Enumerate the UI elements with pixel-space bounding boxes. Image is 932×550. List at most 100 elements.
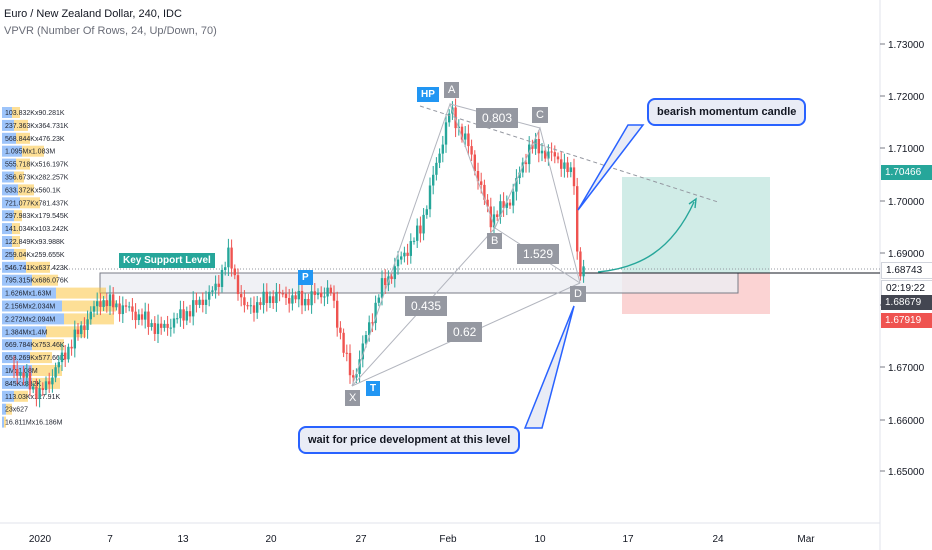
candle-body [89, 311, 92, 320]
callout-price-development[interactable]: wait for price development at this level [298, 426, 521, 454]
vp-up-bar [2, 339, 32, 351]
candle-body [556, 156, 560, 160]
candle-body [307, 298, 310, 306]
key-support-zone[interactable] [99, 272, 739, 294]
candle-body [515, 178, 518, 192]
vp-row-label: 2.272Mx2.094M [5, 316, 55, 323]
candle-body [86, 319, 89, 330]
time-tick-label: 20 [265, 534, 277, 545]
candle-body [582, 266, 585, 277]
candle-body [438, 153, 441, 163]
candle-body [64, 352, 67, 360]
vp-row-label: 122.849Kx93.988K [5, 239, 65, 246]
candle-body [156, 323, 160, 334]
candle-body [12, 365, 16, 370]
vp-up-bar [2, 236, 12, 247]
candle-body [252, 305, 256, 313]
candle-body [323, 296, 326, 298]
candle-body [22, 372, 25, 378]
candle-body [422, 214, 425, 234]
candle-body [291, 295, 294, 304]
vp-row-label: 113.03Kx127.91K [5, 394, 60, 401]
vp-up-bar [2, 197, 20, 209]
vp-up-bar [2, 326, 46, 338]
candle-body [220, 269, 224, 287]
candle-body [499, 201, 502, 217]
candle-body [534, 139, 537, 149]
candle-body [179, 309, 182, 319]
vp-down-bar [16, 158, 30, 170]
vp-row-label: 546.741Kx637.423K [5, 265, 69, 272]
candle-body [464, 133, 467, 140]
vp-row-label: 16.811Mx16.186M [5, 420, 63, 427]
trendline[interactable] [419, 105, 719, 203]
candle-body [524, 162, 528, 165]
candle-body [320, 292, 323, 298]
vp-up-bar [2, 171, 14, 183]
candle-body [297, 290, 300, 300]
callout-bearish-candle[interactable]: bearish momentum candle [647, 98, 807, 126]
indicator-title[interactable]: VPVR (Number Of Rows, 24, Up/Down, 70) [4, 25, 217, 37]
candle-body [476, 170, 480, 182]
time-axis[interactable]: 2020 7 13 20 27 Feb 10 17 24 Mar [29, 534, 815, 545]
candle-body [425, 209, 428, 215]
vp-down-bar [6, 403, 12, 415]
candle-body [540, 150, 544, 154]
candle-body [294, 295, 297, 300]
candle-body [444, 122, 448, 145]
ratio-bc: 1.529 [517, 244, 560, 264]
vp-row-label: 2.156Mx2.034M [5, 304, 55, 311]
candle-body [240, 294, 243, 298]
candle-body [19, 372, 22, 376]
vp-down-bar [64, 313, 114, 325]
candle-body [284, 293, 288, 298]
candle-body [329, 287, 332, 293]
candle-body [508, 202, 512, 206]
projection-arrow[interactable] [597, 201, 695, 273]
candle-body [70, 346, 73, 349]
candle-body [246, 305, 249, 307]
vp-down-bar [18, 184, 34, 196]
candle-body [233, 268, 236, 276]
candle-body [230, 247, 233, 269]
candle-body [377, 297, 380, 303]
candle-body [435, 162, 438, 175]
candle-body [576, 186, 579, 252]
candle-body [537, 139, 540, 154]
vp-up-bar [2, 274, 32, 286]
vp-down-bar [22, 145, 44, 157]
candle-body [118, 303, 121, 315]
vp-row-label: 795.315Kx686.076K [5, 278, 69, 285]
candle-body [393, 266, 396, 280]
candle-body [128, 306, 131, 308]
candle-body [467, 133, 470, 147]
candle-body [204, 299, 208, 306]
candle-body [368, 322, 371, 335]
price-tick-label: 1.70000 [888, 197, 925, 208]
vp-up-bar [2, 132, 16, 144]
price-tick-label: 1.67000 [888, 363, 925, 374]
vp-row-label: 356.673Kx282.257K [5, 175, 69, 182]
candle-body [150, 323, 153, 327]
candle-body [572, 167, 576, 187]
candle-body [326, 287, 329, 297]
key-support-label[interactable]: Key Support Level [119, 253, 215, 268]
candle-body [112, 294, 115, 308]
candle-body [374, 302, 377, 324]
candle-body [553, 152, 556, 157]
time-tick-label: 27 [355, 534, 367, 545]
candle-body [124, 305, 128, 307]
vp-row-label: 555.718Kx516.197K [5, 162, 69, 169]
candle-body [182, 309, 185, 321]
vp-up-bar [2, 158, 16, 170]
candle-body [144, 311, 147, 320]
candle-body [473, 154, 476, 171]
price-axis[interactable]: 1.730001.720001.710001.700001.690001.680… [880, 40, 925, 478]
vp-row-label: 1.095Mx1.083M [5, 149, 55, 156]
candle-body [505, 202, 508, 208]
vp-down-bar [14, 390, 28, 402]
symbol-title[interactable]: Euro / New Zealand Dollar, 240, IDC [4, 8, 182, 20]
candle-body [432, 174, 435, 186]
candle-body [316, 292, 320, 295]
